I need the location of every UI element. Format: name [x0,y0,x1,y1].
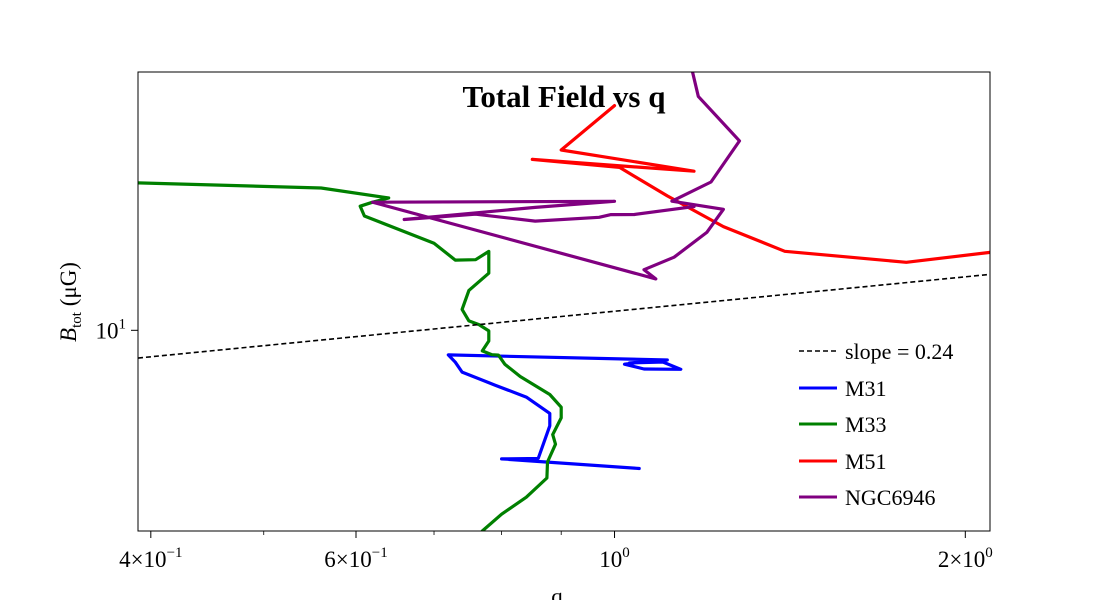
legend-fit-label: slope = 0.24 [845,339,953,364]
y-axis-ticks: 101 [96,316,138,343]
y-axis-label-unit: (μG) [56,262,81,312]
series-line-m51 [530,103,990,264]
legend-m33-label: M33 [845,412,887,437]
x-axis-ticks: 4×10−1 6×10−1 100 2×100 [119,531,993,572]
legend: slope = 0.24 M31 M33 M51 NGC6946 [799,339,953,510]
legend-ngc6946-label: NGC6946 [845,485,935,510]
fit-line-layer [138,273,990,359]
y-tick-label: 101 [96,316,127,343]
fit-line [138,273,990,359]
x-tick-label: 4×10−1 [119,545,182,572]
series-line-m33 [138,181,563,531]
series-layer [138,72,990,531]
y-axis-label-sub: tot [69,311,85,328]
legend-m51-label: M51 [845,449,887,474]
y-axis-label-main: B [56,328,81,342]
series-line-ngc6946 [371,72,742,281]
x-tick-label: 2×100 [938,545,993,572]
series-line-m31 [446,353,683,471]
legend-m31-label: M31 [845,376,887,401]
x-axis-label: q [551,584,563,600]
chart-title: Total Field vs q [463,79,666,114]
plot-frame [137,71,991,532]
x-tick-label: 100 [599,545,630,572]
x-tick-label: 6×10−1 [324,545,387,572]
y-axis-label: Btot (μG) [56,262,85,342]
